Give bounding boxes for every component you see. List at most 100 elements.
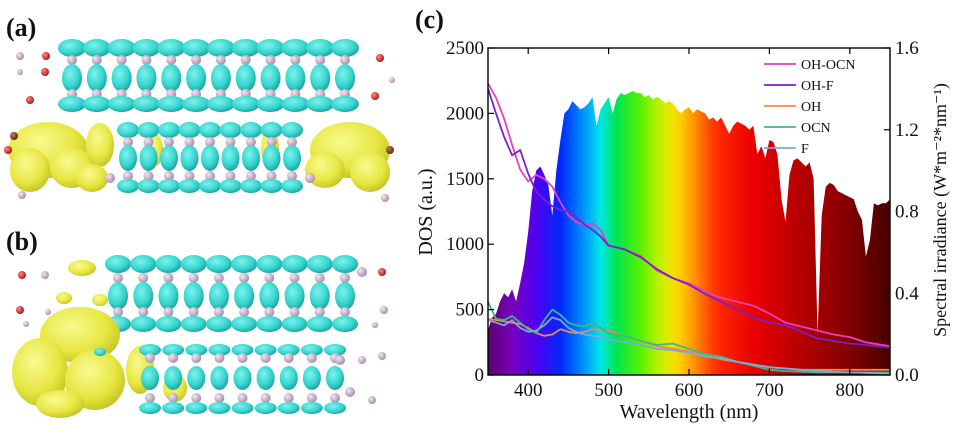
orbital-lobe-cyan (219, 179, 242, 193)
orbital-lobe-cyan (309, 282, 330, 310)
orbital-lobe-cyan (82, 96, 111, 112)
y2-tick-label: 0.8 (895, 202, 919, 223)
orbital-lobe-cyan (137, 122, 160, 138)
atom-sphere (23, 321, 29, 327)
atom-sphere (138, 273, 149, 283)
orbital-lobe-cyan (201, 145, 219, 171)
orbital-lobe-cyan (300, 402, 323, 414)
orbital-lobe-cyan (132, 39, 161, 57)
legend: OH-OCN OH-F OH OCN F (764, 58, 855, 157)
solar-spectrum-area (488, 90, 890, 375)
orbital-lobe-cyan (180, 145, 199, 171)
atom-sphere (18, 271, 26, 279)
atom-sphere (213, 273, 224, 283)
atom-sphere (246, 137, 256, 147)
orbital-lobe-cyan (285, 64, 306, 92)
atom-sphere (91, 55, 102, 65)
x-tick-label: 400 (514, 380, 543, 401)
y-tick-label: 2500 (446, 38, 484, 59)
orbital-lobe-cyan (281, 122, 303, 138)
orbital-lobe-cyan (107, 96, 136, 112)
atom-sphere (237, 393, 248, 403)
atom-sphere (239, 273, 250, 283)
atom-sphere (265, 55, 276, 65)
atom-sphere (237, 353, 248, 363)
atom-sphere (113, 307, 123, 317)
orbital-lobe-cyan (111, 64, 132, 92)
y2-tick-label: 0.4 (895, 283, 919, 304)
atom-sphere (163, 273, 174, 283)
orbital-lobe-cyan (130, 255, 157, 273)
atom-sphere (330, 393, 340, 403)
atom-sphere (283, 353, 294, 363)
atom-sphere (335, 355, 345, 365)
y-tick-label: 2000 (446, 103, 484, 124)
legend-label: F (801, 142, 809, 157)
orbital-lobe-cyan (139, 402, 161, 414)
orbital-lobe-cyan (199, 122, 221, 138)
atom-sphere (315, 55, 326, 65)
orbital-lobe-cyan (183, 282, 204, 310)
atom-sphere (105, 173, 115, 183)
orbital-lobe-cyan (94, 348, 106, 356)
orbital-lobe-cyan (139, 344, 161, 356)
y2-axis-label: Spectral irradiance (W*m⁻²*nm⁻¹) (930, 83, 951, 337)
y2-tick-label: 1.6 (895, 38, 919, 59)
atom-sphere (264, 307, 275, 317)
atom-sphere (42, 52, 50, 60)
orbital-lobe-cyan (234, 282, 255, 310)
atom-sphere (239, 307, 250, 317)
orbital-lobe-yellow (56, 292, 72, 304)
orbital-lobe-cyan (178, 179, 201, 193)
panel-label-b: (b) (6, 227, 38, 256)
atom-sphere (123, 171, 133, 181)
orbital-lobe-cyan (281, 316, 308, 332)
atom-sphere (191, 55, 202, 65)
orbital-lobe-cyan (240, 179, 262, 193)
orbital-lobe-cyan (158, 282, 179, 310)
legend-label: OH-OCN (801, 58, 855, 73)
atom-sphere (16, 306, 24, 314)
orbital-lobe-cyan (260, 179, 283, 193)
orbital-lobe-cyan (132, 96, 161, 112)
atom-sphere (143, 171, 154, 181)
orbital-lobe-cyan (306, 39, 335, 57)
atom-sphere (205, 137, 215, 147)
orbital-lobe-cyan (331, 39, 359, 57)
orbital-lobe-cyan (158, 122, 180, 138)
orbital-lobe-cyan (180, 255, 207, 273)
atom-sphere (16, 52, 24, 60)
atom-sphere (340, 307, 350, 317)
orbital-lobe-cyan (205, 255, 232, 273)
atom-sphere (41, 68, 49, 76)
atom-sphere (357, 267, 367, 277)
atom-sphere (340, 55, 350, 65)
orbital-lobe-cyan (233, 366, 252, 390)
atom-sphere (240, 55, 251, 65)
atom-sphere (205, 171, 215, 181)
atom-sphere (145, 353, 155, 363)
y-tick-label: 1500 (446, 169, 484, 190)
orbital-lobe-cyan (235, 64, 256, 92)
orbital-lobe-cyan (240, 122, 262, 138)
atom-sphere (191, 353, 202, 363)
orbital-lobe-cyan (180, 316, 207, 332)
orbital-lobe-cyan (107, 39, 136, 57)
legend-label: OH-F (801, 79, 834, 94)
atom-sphere (368, 396, 376, 404)
atom-sphere (225, 137, 236, 147)
orbital-lobe-cyan (141, 366, 159, 390)
orbital-lobe-cyan (300, 344, 323, 356)
series-line-f (488, 316, 890, 375)
atom-sphere (378, 352, 386, 360)
atom-sphere (41, 271, 49, 279)
atom-sphere (289, 307, 300, 317)
orbital-lobe-cyan (210, 366, 229, 390)
orbital-lobe-cyan (231, 96, 260, 112)
atom-sphere (143, 137, 154, 147)
x-axis-label: Wavelength (nm) (620, 401, 759, 423)
atom-sphere (287, 171, 297, 181)
orbital-lobe-cyan (86, 64, 107, 92)
atom-sphere (266, 137, 277, 147)
